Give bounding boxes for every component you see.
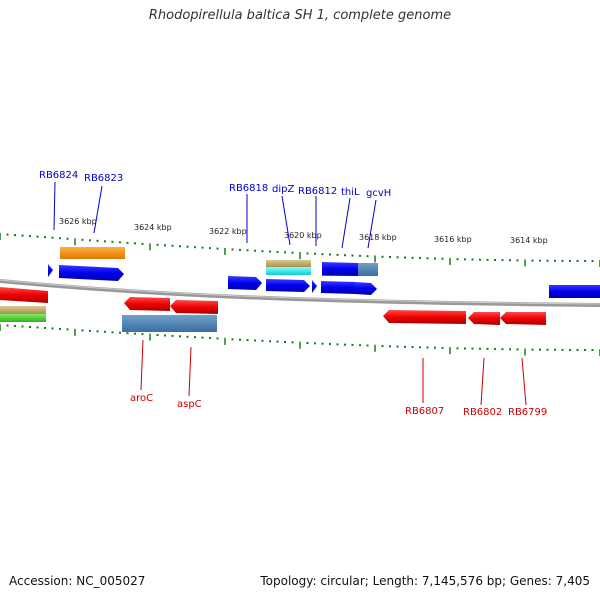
gene-label-aspC[interactable]: aspC (177, 399, 202, 410)
scale-label: 3624 kbp (134, 223, 172, 232)
reverse-gene-labels: aroC aspC RB6807 RB6802 RB6799 (130, 339, 547, 418)
reverse-gene-arrow[interactable] (0, 287, 48, 303)
gene-label-dipZ[interactable]: dipZ (272, 184, 294, 195)
forward-gene-labels: RB6824 RB6823 RB6818 dipZ RB6812 thiL gc… (39, 170, 391, 249)
gene-label-RB6818[interactable]: RB6818 (229, 183, 268, 194)
forward-gene-arrow[interactable] (48, 264, 53, 277)
feature-steel[interactable] (122, 315, 217, 332)
forward-gene-arrow[interactable] (266, 279, 310, 292)
scale-label: 3626 kbp (59, 217, 97, 226)
accession-text: Accession: NC_005027 (9, 574, 146, 588)
scale-label: 3614 kbp (510, 236, 548, 245)
gene-label-RB6812[interactable]: RB6812 (298, 186, 337, 197)
scale-label: 3618 kbp (359, 233, 397, 242)
forward-gene-arrow[interactable] (549, 285, 600, 298)
reverse-gene-arrow[interactable] (500, 312, 546, 325)
upper-scale-ticks (0, 233, 600, 267)
feature-tan[interactable] (266, 260, 311, 267)
scale-label: 3620 kbp (284, 231, 322, 240)
genome-title: Rhodopirellula baltica SH 1, complete ge… (148, 8, 452, 23)
gene-label-aroC[interactable]: aroC (130, 393, 153, 404)
scale-label: 3622 kbp (209, 227, 247, 236)
forward-gene-arrow[interactable] (312, 280, 317, 293)
feature-orange[interactable] (60, 247, 125, 259)
forward-gene-arrow[interactable] (59, 265, 124, 281)
gene-label-RB6802[interactable]: RB6802 (463, 407, 502, 418)
genome-backbone (0, 279, 600, 307)
gene-label-RB6807[interactable]: RB6807 (405, 406, 444, 417)
forward-gene-arrow[interactable] (322, 262, 358, 276)
genome-summary-text: Topology: circular; Length: 7,145,576 bp… (260, 574, 590, 588)
feature-green[interactable] (0, 314, 46, 322)
scale-label: 3616 kbp (434, 235, 472, 244)
reverse-gene-arrow[interactable] (383, 310, 466, 324)
forward-gene-arrow[interactable] (321, 281, 355, 294)
feature-cyan[interactable] (266, 267, 311, 275)
feature-tan[interactable] (0, 306, 46, 314)
reverse-gene-arrow[interactable] (170, 300, 218, 314)
gene-label-gcvH[interactable]: gcvH (366, 188, 391, 199)
gene-label-RB6824[interactable]: RB6824 (39, 170, 78, 181)
gene-label-thiL[interactable]: thiL (341, 187, 360, 198)
gene-label-RB6823[interactable]: RB6823 (84, 173, 123, 184)
forward-gene-arrow[interactable] (355, 282, 377, 295)
forward-gene-arrow[interactable] (228, 276, 262, 290)
gene-label-RB6799[interactable]: RB6799 (508, 407, 547, 418)
lower-scale-ticks (0, 324, 600, 356)
reverse-gene-arrow[interactable] (124, 297, 170, 311)
reverse-gene-arrow[interactable] (468, 312, 500, 325)
